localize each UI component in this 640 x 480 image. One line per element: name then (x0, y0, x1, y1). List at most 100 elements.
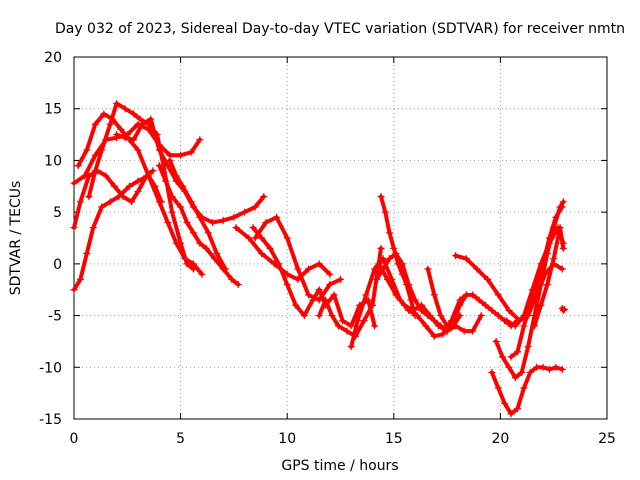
data-point (543, 281, 551, 289)
y-tick-label: 15 (44, 102, 62, 118)
data-point (121, 105, 129, 113)
data-point (435, 322, 443, 330)
data-point (424, 265, 432, 273)
data-point (371, 265, 379, 273)
data-point (258, 250, 266, 258)
data-point (85, 193, 93, 201)
data-point (403, 281, 411, 289)
data-point (81, 172, 89, 180)
data-point (322, 296, 330, 304)
data-point (439, 330, 447, 338)
series-line (167, 158, 228, 271)
data-point (558, 203, 566, 211)
chart-title: Day 032 of 2023, Sidereal Day-to-day VTE… (55, 21, 625, 37)
data-point (394, 260, 402, 268)
data-point (305, 265, 313, 273)
series-arc-6 (113, 115, 268, 226)
data-point (189, 265, 197, 273)
data-point (315, 286, 323, 294)
data-point (168, 208, 176, 216)
data-point (539, 363, 547, 371)
data-point (559, 198, 567, 206)
data-point (411, 312, 419, 320)
data-point (245, 234, 253, 242)
data-point (518, 368, 526, 376)
data-point (155, 162, 163, 170)
data-point (74, 162, 82, 170)
data-point (125, 182, 133, 190)
data-point (251, 203, 259, 211)
data-point (168, 193, 176, 201)
data-point (499, 353, 507, 361)
data-point (113, 131, 121, 139)
data-point (196, 213, 204, 221)
data-point (283, 281, 291, 289)
data-point (507, 410, 515, 418)
data-point (106, 198, 114, 206)
data-point (228, 275, 236, 283)
data-point (83, 250, 91, 258)
grid-lines (74, 57, 607, 419)
data-point (315, 260, 323, 268)
data-point (100, 110, 108, 118)
data-point (70, 286, 78, 294)
data-point (98, 146, 106, 154)
data-point (426, 312, 434, 320)
data-series (70, 100, 568, 418)
data-point (198, 270, 206, 278)
data-point (164, 218, 172, 226)
series-line (504, 225, 566, 328)
data-point (89, 224, 97, 232)
series-arc-12 (315, 244, 385, 340)
y-tick-label: -10 (39, 360, 62, 376)
data-point (230, 213, 238, 221)
data-point (326, 270, 334, 278)
data-point (145, 172, 153, 180)
data-point (149, 167, 157, 175)
series-arc-16 (377, 193, 419, 320)
data-point (381, 208, 389, 216)
axis-ticks: 0 5 10 15 20 25 -15 -10 -5 0 5 10 15 20 (39, 50, 616, 447)
x-tick-label: 0 (70, 431, 79, 447)
data-point (98, 203, 106, 211)
data-point (221, 265, 229, 273)
data-point (251, 234, 259, 242)
data-point (183, 260, 191, 268)
data-point (520, 322, 528, 330)
data-point (196, 136, 204, 144)
data-point (386, 229, 394, 237)
series-arc-11 (249, 224, 379, 330)
data-point (219, 216, 227, 224)
series-arc-23 (531, 224, 567, 330)
data-point (505, 306, 513, 314)
data-point (155, 146, 163, 154)
data-point (462, 291, 470, 299)
data-point (76, 275, 84, 283)
data-point (473, 265, 481, 273)
data-point (177, 203, 185, 211)
data-point (138, 120, 146, 128)
data-point (305, 291, 313, 299)
series-line (489, 365, 565, 416)
series-arc-15 (375, 260, 485, 335)
data-point (354, 317, 362, 325)
data-point (556, 224, 564, 232)
x-tick-label: 20 (491, 431, 509, 447)
data-point (460, 327, 468, 335)
data-point (513, 405, 521, 413)
data-point (241, 208, 249, 216)
data-point (526, 368, 534, 376)
y-tick-label: -5 (48, 309, 62, 325)
data-point (294, 265, 302, 273)
data-point (443, 322, 451, 330)
x-axis-label: GPS time / hours (281, 458, 398, 474)
data-point (513, 348, 521, 356)
data-point (524, 343, 532, 351)
data-point (91, 151, 99, 159)
data-point (377, 193, 385, 201)
data-point (560, 305, 568, 313)
data-point (117, 125, 125, 133)
data-point (552, 363, 560, 371)
data-point (559, 306, 567, 314)
